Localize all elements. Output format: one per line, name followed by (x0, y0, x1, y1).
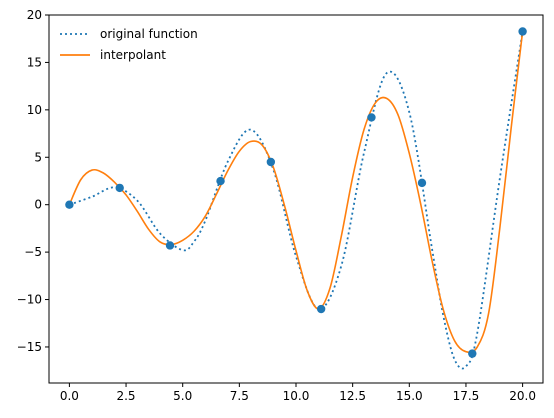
x-tick-label: 10.0 (283, 389, 310, 403)
legend: original function interpolant (60, 27, 198, 62)
y-tick-label: 0 (34, 198, 42, 212)
y-tick-label: 10 (27, 103, 42, 117)
data-point-marker (216, 176, 225, 186)
y-tick-label: −5 (24, 245, 42, 259)
x-tick-label: 5.0 (173, 389, 192, 403)
x-tick-label: 12.5 (339, 389, 366, 403)
data-point-marker (468, 349, 477, 358)
data-point-marker (518, 27, 527, 36)
data-point-marker (316, 304, 326, 314)
data-point-marker (115, 183, 124, 193)
x-tick-label: 15.0 (396, 389, 423, 403)
y-tick-label: 20 (27, 8, 42, 22)
y-tick-label: −15 (17, 340, 42, 354)
x-tick-label: 0.0 (60, 389, 79, 403)
x-tick-label: 7.5 (230, 389, 249, 403)
x-axis: 0.0 2.5 5.0 7.5 10.0 12.5 15.0 17.5 20.0 (60, 383, 536, 403)
legend-label-original-function: original function (100, 27, 198, 41)
legend-label-interpolant: interpolant (100, 48, 166, 62)
y-tick-label: 5 (34, 150, 42, 164)
data-point-marker (165, 241, 175, 250)
y-tick-label: 15 (27, 55, 42, 69)
plot-area (65, 27, 527, 370)
x-tick-label: 2.5 (116, 389, 135, 403)
y-axis: −15 −10 −5 0 5 10 15 20 (17, 8, 49, 354)
x-tick-label: 17.5 (453, 389, 480, 403)
data-point-marker (367, 113, 376, 122)
data-point-marker (417, 178, 427, 188)
data-point-marker (266, 157, 276, 167)
x-tick-label: 20.0 (509, 389, 536, 403)
interpolant-line (68, 31, 524, 354)
y-tick-label: −10 (17, 293, 42, 307)
data-point-marker (65, 200, 74, 209)
